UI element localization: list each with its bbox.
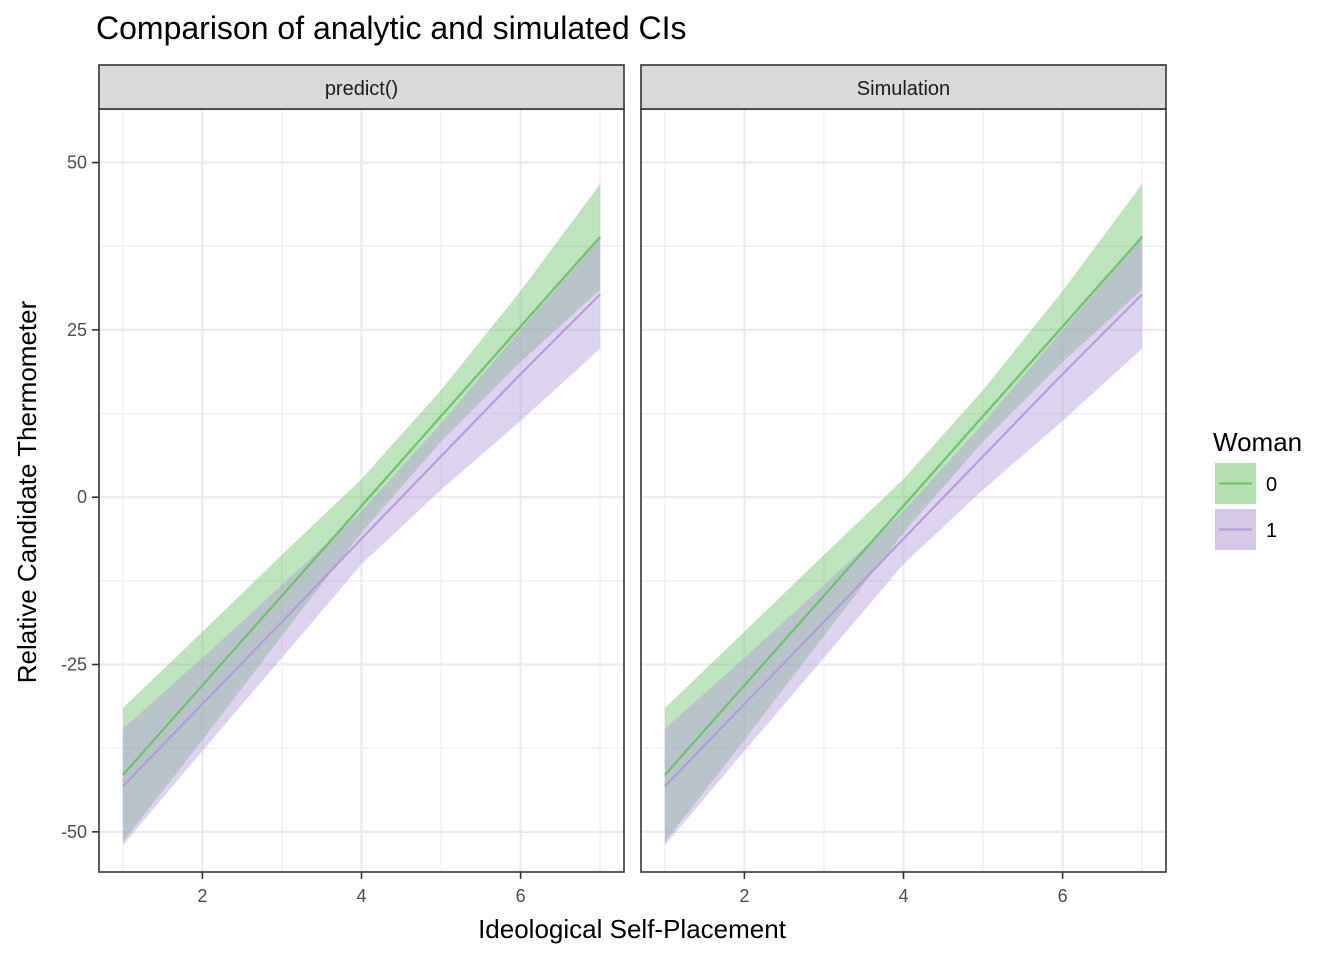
ci-ribbon-woman-1: [122, 238, 601, 846]
legend: Woman 0 1: [1213, 427, 1302, 550]
legend-label-1: 1: [1266, 520, 1277, 542]
x-tick-label: 2: [739, 886, 749, 906]
x-tick-label: 2: [197, 886, 207, 906]
facet-strip-label: predict(): [325, 78, 398, 100]
y-tick-label: 50: [67, 153, 87, 173]
chart-title: Comparison of analytic and simulated CIs: [96, 10, 687, 46]
facet-strip-label: Simulation: [857, 78, 950, 100]
y-tick-label: 0: [77, 487, 87, 507]
ci-ribbon-woman-1: [664, 238, 1143, 846]
fit-line-woman-0: [664, 236, 1143, 776]
ci-ribbon-woman-0: [664, 184, 1143, 842]
legend-label-0: 0: [1266, 474, 1277, 496]
y-tick-label: -50: [61, 822, 87, 842]
fit-line-woman-0: [122, 236, 601, 776]
facet-strip: [640, 64, 1167, 110]
y-axis-title: Relative Candidate Thermometer: [12, 300, 42, 683]
y-tick-label: 25: [67, 320, 87, 340]
x-tick-label: 4: [898, 886, 908, 906]
panel-0: predict() 2 4 6 -50 -25 0 25 50: [61, 64, 625, 906]
legend-title: Woman: [1213, 427, 1302, 457]
panel-1: Simulation 2 4 6: [640, 64, 1167, 906]
y-tick-label: -25: [61, 655, 87, 675]
x-tick-label: 4: [356, 886, 366, 906]
fit-line-woman-1: [664, 293, 1143, 788]
fit-line-woman-1: [122, 293, 601, 788]
x-tick-label: 6: [1058, 886, 1068, 906]
x-axis-title: Ideological Self-Placement: [478, 914, 787, 944]
x-tick-label: 6: [516, 886, 526, 906]
ci-ribbon-woman-0: [122, 184, 601, 842]
facet-strip: [98, 64, 625, 110]
